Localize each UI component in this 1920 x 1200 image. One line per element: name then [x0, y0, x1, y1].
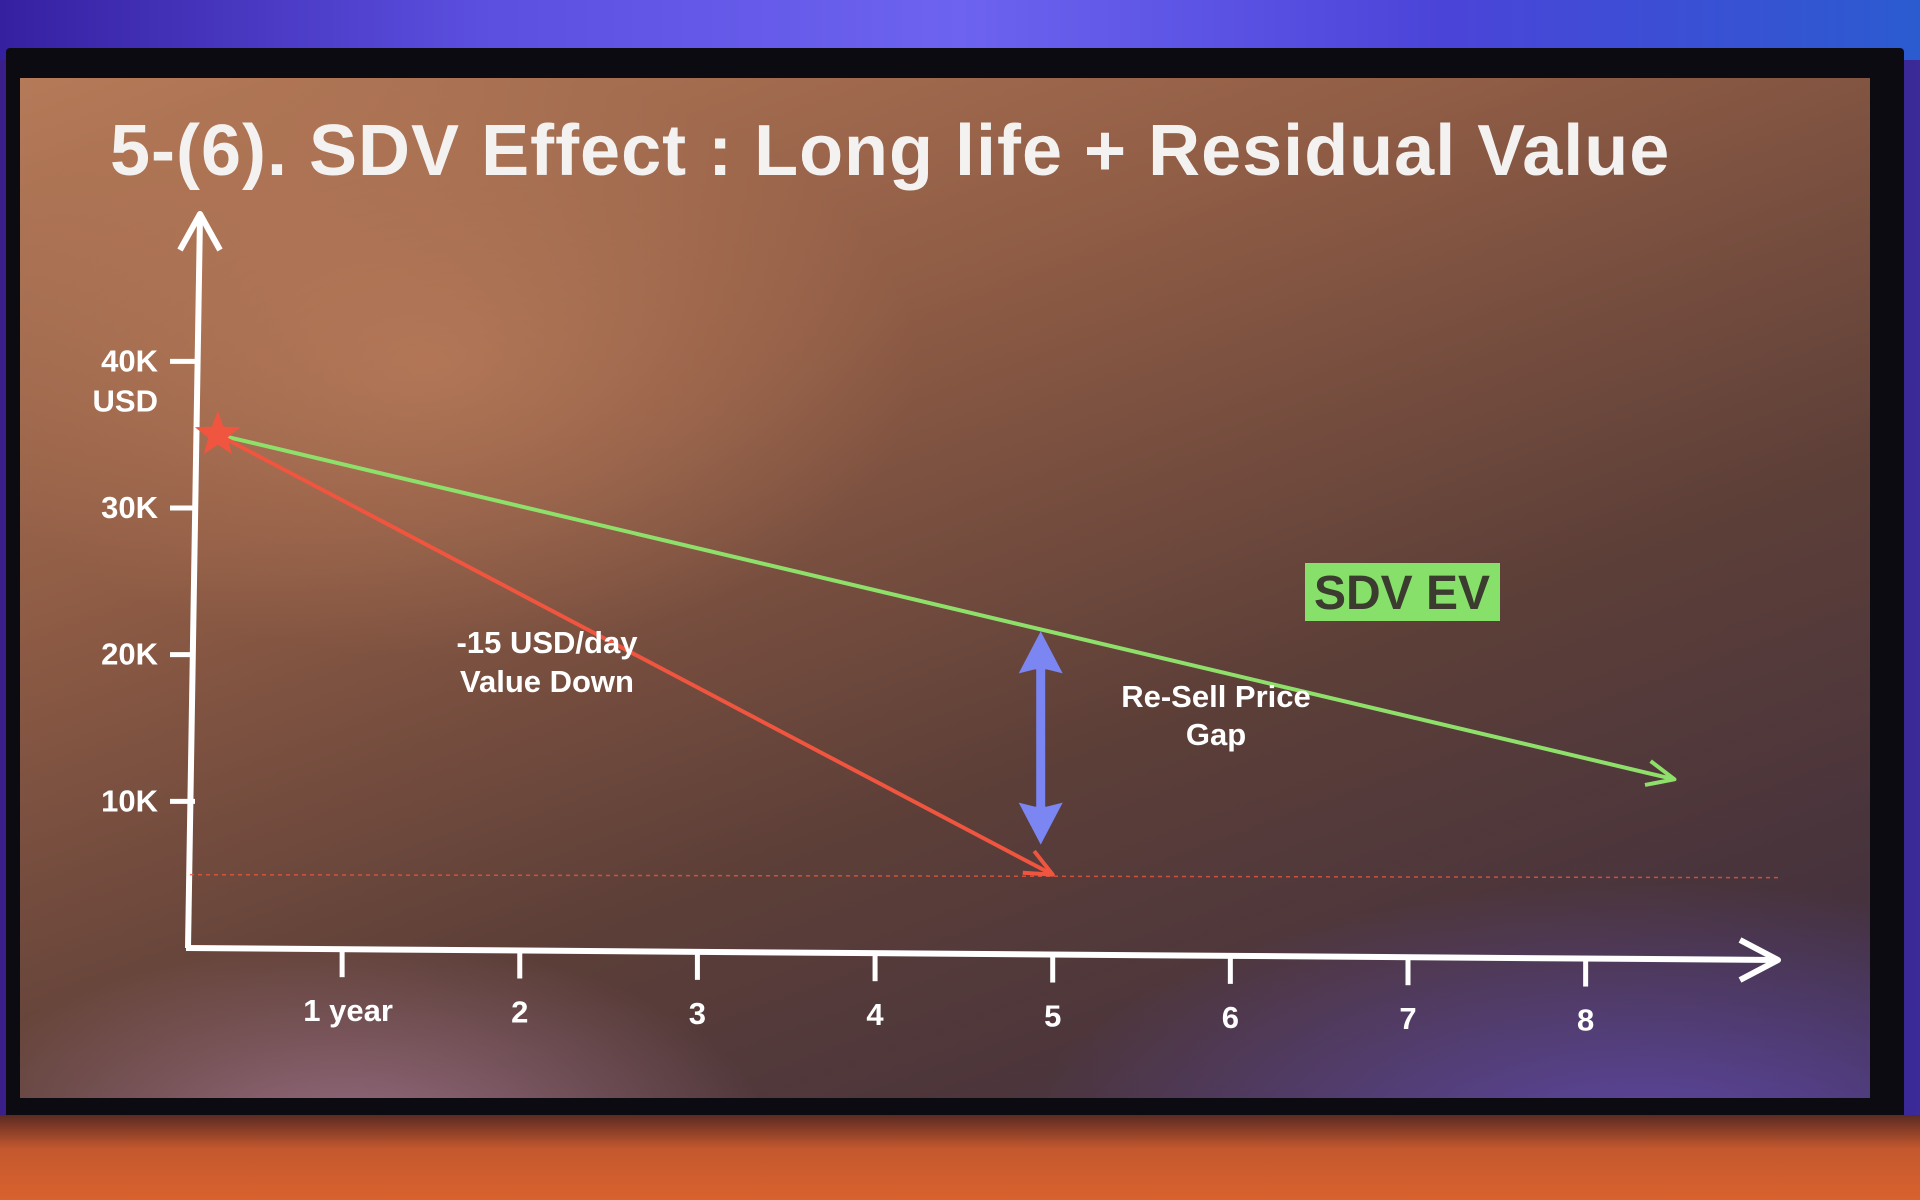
presentation-slide: 5-(6). SDV Effect : Long life + Residual… [20, 78, 1870, 1098]
x-tick-label: 4 [866, 997, 884, 1032]
series-line-sdv-ev [217, 432, 1675, 782]
x-tick-label: 5 [1044, 999, 1061, 1034]
depreciation-chart: 10K 20K 30K 40K USD 1 year 2 3 4 5 6 7 8 -15 USD/da… [93, 211, 1781, 1038]
slide-title: 5-(6). SDV Effect : Long life + Residual… [110, 111, 1671, 191]
x-tick-label: 6 [1222, 1000, 1239, 1035]
y-axis-arrowhead [177, 211, 223, 252]
y-tick-label: 30K [101, 490, 158, 525]
stage-floor [0, 1115, 1920, 1200]
series-line-sdv-ev-arrowhead [1644, 759, 1677, 787]
sdv-ev-label-background [1305, 563, 1500, 621]
y-tick-label: 40K [101, 343, 158, 378]
gap-arrow-head-bottom [1018, 802, 1063, 845]
reference-dotted-line [189, 873, 1781, 879]
y-tick-label: 20K [101, 637, 158, 672]
gap-label-line1: Re-Sell Price [1121, 679, 1311, 714]
x-tick-label: 3 [689, 996, 706, 1031]
start-star-marker [194, 410, 241, 455]
y-unit-label: USD [93, 383, 158, 418]
x-tick-label: 1 year [303, 993, 393, 1028]
series-line-conventional-arrowhead [1022, 849, 1055, 877]
sdv-ev-label: SDV EV [1314, 567, 1490, 620]
x-axis [185, 945, 1779, 963]
series-line-conventional [216, 432, 1054, 877]
slope-label-line2: Value Down [460, 664, 634, 699]
slope-label-line1: -15 USD/day [457, 625, 639, 660]
x-tick-label: 8 [1577, 1003, 1594, 1038]
y-axis [185, 215, 203, 949]
x-tick-label: 2 [511, 995, 528, 1030]
x-axis-arrowhead [1738, 937, 1781, 983]
gap-label-line2: Gap [1186, 717, 1246, 752]
gap-arrow-head-top [1018, 631, 1063, 674]
x-tick-label: 7 [1399, 1001, 1416, 1036]
y-tick-label: 10K [101, 783, 158, 818]
